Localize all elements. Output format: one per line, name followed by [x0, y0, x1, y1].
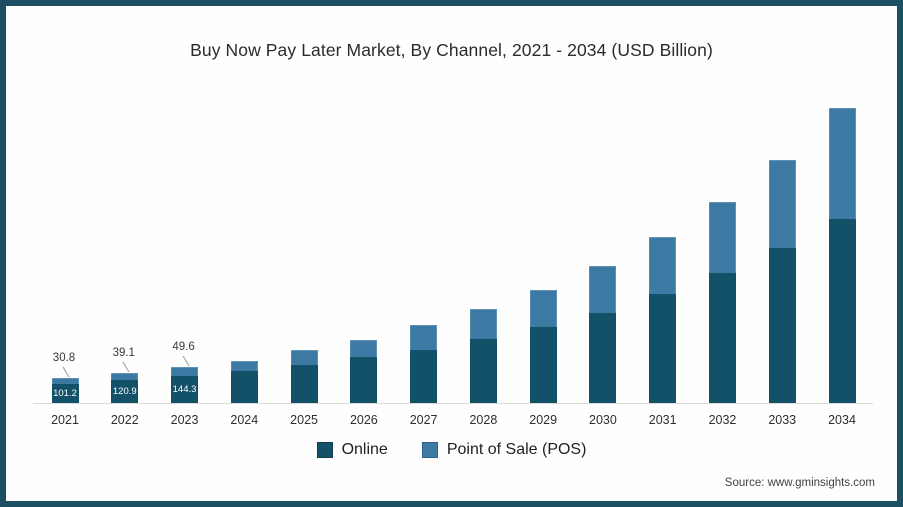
bar-2029: [529, 289, 557, 404]
bar-2023: 144.3: [171, 366, 199, 403]
bar-2033: [768, 159, 796, 403]
bar-segment-pos-2033: [768, 159, 796, 248]
bar-2031: [649, 236, 677, 403]
callout-data-label-2023: 49.6: [172, 340, 195, 353]
chart-title: Buy Now Pay Later Market, By Channel, 20…: [190, 40, 713, 60]
bar-segment-online-2030: [589, 312, 617, 403]
bar-2028: [469, 309, 497, 403]
bar-segment-pos-2021: [51, 378, 79, 385]
bar-segment-pos-2030: [589, 266, 617, 313]
callout-data-label-2022: 39.1: [112, 347, 135, 360]
bar-2027: [410, 325, 438, 403]
x-axis-label-2023: 2023: [170, 413, 199, 427]
x-axis-label-2021: 2021: [51, 413, 79, 427]
x-axis-label-2028: 2028: [469, 413, 498, 427]
x-axis-label-2033: 2033: [768, 413, 797, 427]
bar-2025: [290, 350, 318, 403]
bar-segment-online-2027: [410, 349, 438, 403]
x-axis-label-2032: 2032: [708, 413, 737, 427]
x-axis-label-2029: 2029: [529, 413, 558, 427]
bar-segment-pos-2027: [410, 325, 438, 350]
x-axis-label-2022: 2022: [110, 413, 139, 427]
bar-segment-pos-2025: [290, 350, 318, 366]
bar-segment-online-2026: [350, 357, 378, 403]
bar-2021: 101.2: [51, 378, 79, 403]
x-axis-label-2027: 2027: [409, 413, 438, 427]
pos-swatch-icon: [421, 442, 438, 458]
bar-segment-pos-2026: [350, 339, 378, 357]
bar-segment-pos-2032: [708, 201, 736, 273]
legend-item-online: Online: [316, 441, 388, 459]
bar-segment-online-2023: 144.3: [171, 376, 199, 403]
bar-segment-pos-2023: [171, 366, 199, 376]
bar-2024: [230, 360, 258, 403]
bar-segment-pos-2022: [111, 373, 139, 381]
inside-data-label-2023: 144.3: [172, 383, 197, 395]
callout-leader-line-2022: [122, 361, 130, 373]
bar-2030: [589, 266, 617, 403]
inside-data-label-2022: 120.9: [112, 385, 137, 397]
bar-segment-online-2024: [230, 371, 258, 403]
source-credit: Source: www.gminsights.com: [724, 477, 875, 489]
bar-segment-pos-2031: [649, 236, 677, 294]
callout-data-label-2021: 30.8: [52, 352, 76, 365]
callout-leader-line-2023: [182, 355, 189, 366]
bar-segment-pos-2029: [529, 289, 557, 328]
bar-segment-online-2033: [768, 248, 796, 403]
bar-segment-online-2032: [708, 272, 736, 403]
bar-segment-online-2029: [529, 327, 557, 403]
bar-segment-pos-2028: [469, 309, 497, 340]
x-axis-label-2034: 2034: [828, 413, 856, 427]
x-axis-label-2024: 2024: [230, 413, 259, 427]
legend: Online Point of Sale (POS): [0, 441, 903, 459]
bar-segment-online-2022: 120.9: [111, 380, 139, 403]
inside-data-label-2021: 101.2: [53, 387, 77, 399]
bar-segment-online-2028: [469, 339, 497, 403]
callout-leader-line-2021: [62, 367, 70, 378]
x-axis-label-2031: 2031: [648, 413, 677, 427]
legend-item-pos: Point of Sale (POS): [421, 441, 587, 459]
bar-2022: 120.9: [111, 373, 139, 403]
bar-segment-pos-2024: [230, 360, 258, 371]
x-axis-label-2026: 2026: [349, 413, 378, 427]
bar-2032: [708, 201, 736, 403]
bar-segment-online-2025: [290, 365, 318, 403]
x-axis-label-2025: 2025: [290, 413, 318, 427]
bar-2034: [828, 107, 856, 403]
x-axis-label-2030: 2030: [589, 413, 617, 427]
bar-segment-online-2034: [828, 219, 856, 403]
bar-segment-online-2021: 101.2: [51, 384, 79, 403]
bar-segment-online-2031: [649, 293, 677, 403]
x-axis-line: [33, 403, 873, 404]
legend-label-pos: Point of Sale (POS): [446, 441, 587, 458]
bar-2026: [350, 339, 378, 403]
online-swatch-icon: [316, 442, 333, 458]
legend-label-online: Online: [341, 441, 388, 458]
bar-segment-pos-2034: [828, 107, 856, 219]
